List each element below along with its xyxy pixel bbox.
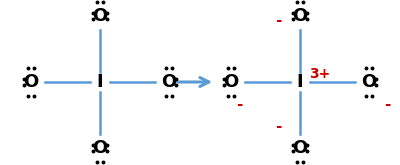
Text: O: O — [23, 73, 39, 91]
Text: I: I — [97, 73, 103, 91]
Text: -: - — [275, 118, 281, 133]
Text: I: I — [297, 73, 303, 91]
Text: O: O — [161, 73, 177, 91]
Text: 3+: 3+ — [309, 67, 331, 81]
Text: O: O — [292, 7, 308, 25]
Text: -: - — [236, 97, 242, 112]
Text: O: O — [92, 139, 108, 157]
Text: O: O — [223, 73, 239, 91]
Text: -: - — [275, 14, 281, 29]
Text: -: - — [384, 97, 390, 112]
Text: O: O — [361, 73, 377, 91]
Text: O: O — [92, 7, 108, 25]
Text: O: O — [292, 139, 308, 157]
